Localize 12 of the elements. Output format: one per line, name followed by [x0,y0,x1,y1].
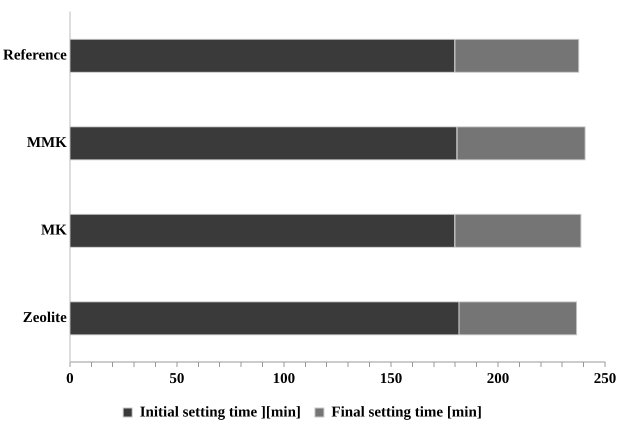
x-tick-label: 200 [486,370,510,387]
x-tick-label: 0 [66,370,74,387]
x-tick-label: 100 [272,370,296,387]
y-tick-label: MK [41,222,68,239]
x-tick-label: 50 [169,370,184,387]
x-tick-label: 250 [594,370,616,387]
y-tick-label: MMK [26,135,68,152]
legend-label: Initial setting time ][min] [140,404,301,420]
legend-label: Final setting time [min] [331,404,482,420]
y-tick-label: Zeolite [22,310,68,326]
y-tick-label: Reference [2,48,68,64]
x-tick-label: 150 [380,370,402,387]
